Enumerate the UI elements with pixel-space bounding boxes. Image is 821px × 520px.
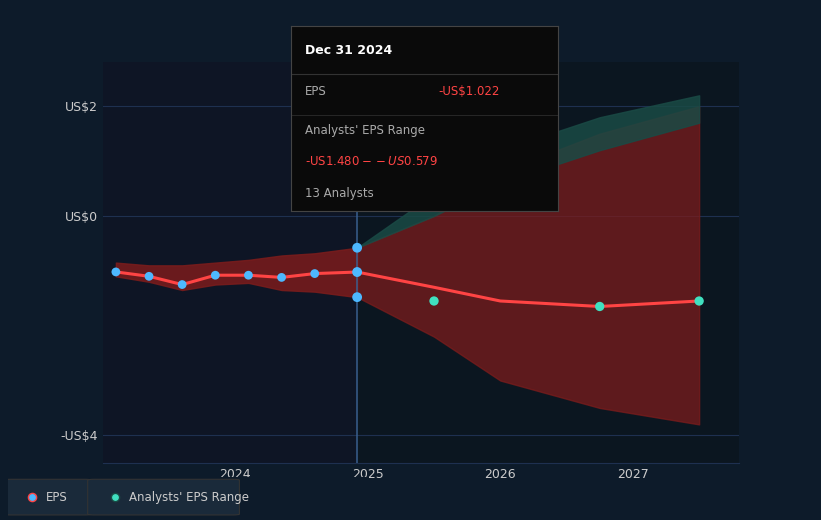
Point [693, 297, 706, 305]
Bar [357, 62, 739, 463]
Point [109, 268, 122, 276]
Text: -US$1.480 - -US$0.579: -US$1.480 - -US$0.579 [305, 155, 438, 168]
Text: Analysts' EPS Range: Analysts' EPS Range [129, 491, 250, 503]
Point [593, 302, 606, 310]
Text: EPS: EPS [305, 85, 327, 98]
Point [143, 272, 156, 280]
Point [108, 493, 122, 501]
Point [242, 271, 255, 279]
Text: Dec 31 2024: Dec 31 2024 [305, 45, 392, 58]
FancyBboxPatch shape [5, 479, 91, 515]
Text: -US$1.022: -US$1.022 [438, 85, 500, 98]
Point [351, 268, 364, 276]
Text: Analysts' EPS Range: Analysts' EPS Range [305, 124, 424, 137]
Point [351, 243, 364, 252]
Bar [103, 62, 357, 463]
Point [351, 293, 364, 301]
FancyBboxPatch shape [88, 479, 240, 515]
Text: Actual: Actual [318, 90, 355, 103]
Point [25, 493, 39, 501]
Point [351, 268, 364, 276]
Point [176, 280, 189, 289]
Text: 13 Analysts: 13 Analysts [305, 187, 374, 200]
Point [209, 271, 222, 279]
Point [25, 493, 39, 501]
Text: EPS: EPS [46, 491, 68, 503]
Point [275, 273, 288, 281]
Point [308, 269, 321, 278]
Point [428, 297, 441, 305]
Text: Analysts Forecasts: Analysts Forecasts [360, 90, 470, 103]
Point [108, 493, 122, 501]
